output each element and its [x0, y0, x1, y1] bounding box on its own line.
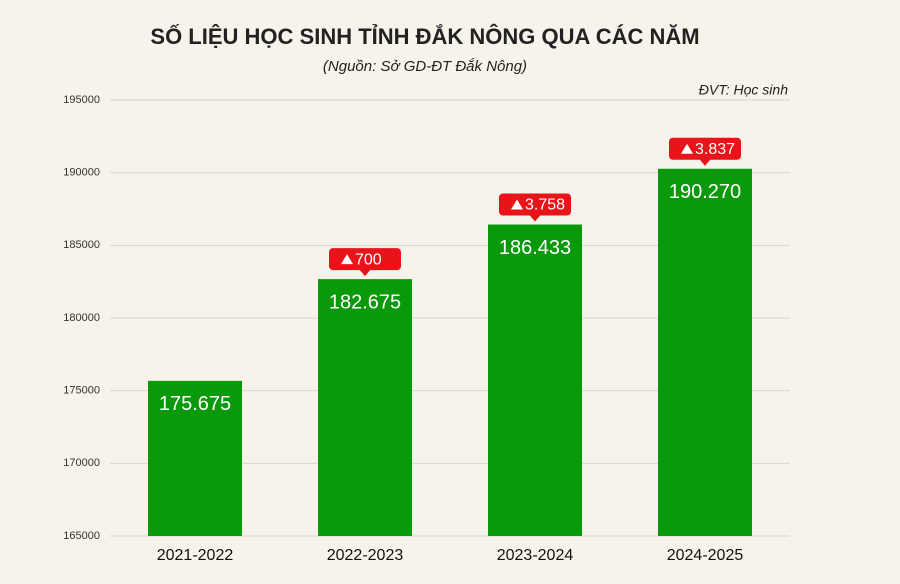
y-tick-label: 185000 [63, 239, 100, 251]
unit-label: ĐVT: Học sinh [699, 82, 788, 98]
value-label: 182.675 [329, 291, 401, 313]
y-tick-label: 180000 [63, 312, 100, 324]
value-label: 175.675 [159, 393, 231, 415]
increase-label: 700 [355, 251, 382, 268]
badge-pointer [529, 214, 541, 222]
bar [148, 380, 242, 536]
y-tick-label: 175000 [63, 385, 100, 397]
badge-pointer [699, 158, 711, 166]
x-tick-label: 2023-2024 [497, 547, 574, 564]
y-tick-label: 190000 [63, 167, 100, 179]
up-arrow-icon [681, 143, 693, 154]
increase-badge [499, 193, 571, 216]
x-tick-label: 2022-2023 [327, 547, 404, 564]
bar [658, 168, 752, 536]
y-tick-label: 165000 [63, 530, 100, 542]
increase-label: 3.837 [695, 141, 735, 158]
bar [488, 224, 582, 536]
x-tick-label: 2021-2022 [157, 547, 234, 564]
chart-subtitle: (Nguồn: Sở GD-ĐT Đắk Nông) [323, 58, 527, 75]
increase-badge [329, 248, 401, 271]
up-arrow-icon [341, 254, 353, 265]
chart-title: SỐ LIỆU HỌC SINH TỈNH ĐẮK NÔNG QUA CÁC N… [150, 23, 699, 49]
value-label: 186.433 [499, 237, 571, 259]
increase-label: 3.758 [525, 197, 565, 214]
up-arrow-icon [511, 199, 523, 210]
y-tick-label: 195000 [63, 94, 100, 106]
bar [318, 279, 412, 536]
value-label: 190.270 [669, 181, 741, 203]
y-tick-label: 170000 [63, 457, 100, 469]
x-tick-label: 2024-2025 [667, 547, 744, 564]
badge-pointer [359, 269, 371, 277]
increase-badge [669, 137, 741, 160]
